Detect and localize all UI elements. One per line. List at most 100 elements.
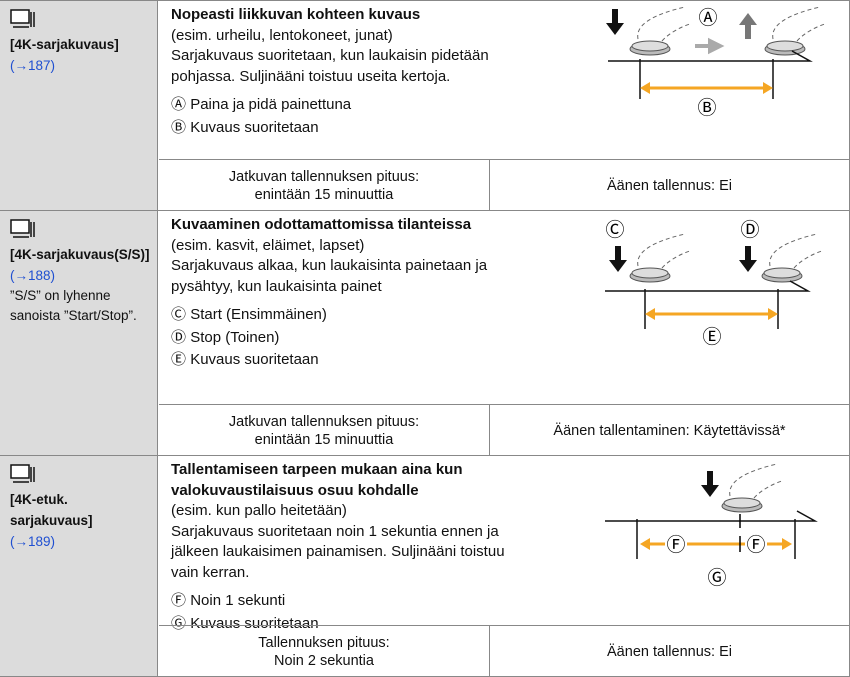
button-top <box>766 40 804 52</box>
mode-name: sarjakuvaus] <box>10 513 93 528</box>
page-ref: (→189) <box>10 534 56 549</box>
arrow <box>695 37 725 55</box>
label: Ⓖ <box>707 567 726 589</box>
table-row: [4K-sarjakuvaus] (→187) Nopeasti liikkuvan… <box>0 0 850 211</box>
label: Ⓕ <box>666 534 685 556</box>
footer: Tallennuksen pituus: Noin 2 sekuntia Äänen… <box>159 625 849 677</box>
label: Ⓒ <box>605 219 624 241</box>
item-text: Kuvaus suoritetaan <box>190 118 319 136</box>
table-row: [4K-sarjakuvaus(S/S)] (→188) ”S/S” on lyhe… <box>0 210 850 456</box>
footer-left: Jatkuvan tallennuksen pituus: enintään 15… <box>159 160 490 211</box>
label: Ⓑ <box>697 97 716 119</box>
marker: Ⓓ <box>171 328 187 346</box>
item-text: Kuvaus suoritetaan <box>190 614 319 632</box>
diagram: ⒶⒷ <box>606 6 826 119</box>
finger <box>637 233 691 269</box>
text-line: (esim. kun pallo heitetään) <box>171 502 347 519</box>
item-text: Stop (Toinen) <box>190 328 280 346</box>
footer-right: Äänen tallennus: Ei <box>490 160 849 211</box>
item-text: Noin 1 sekunti <box>190 592 286 609</box>
legend-item: Ⓕ Noin 1 sekunti <box>171 591 849 612</box>
text-line: (esim. urheilu, lentokoneet, junat) <box>171 26 393 44</box>
text-line: pysähtyy, kun laukaisinta painet <box>171 277 382 295</box>
heading: valokuvaustilaisuus osuu kohdalle <box>171 481 419 499</box>
text-line: Sarjakuvaus suoritetaan, kun laukaisin p… <box>171 47 489 64</box>
item-text: Start (Ensimmäinen) <box>190 306 327 323</box>
text-line: Sarjakuvaus alkaa, kun laukaisinta paine… <box>171 257 488 274</box>
icon-lines <box>13 222 35 238</box>
footer-line: Noin 2 sekuntia <box>274 652 374 669</box>
marker: Ⓒ <box>171 306 187 323</box>
arrow <box>609 246 627 272</box>
footer-line: Jatkuvan tallennuksen pituus: <box>228 168 420 185</box>
button-top <box>763 267 801 279</box>
mode-icon <box>10 219 35 238</box>
mode-cell: [4K-etuk. sarjakuvaus] (→189) <box>0 456 158 677</box>
footer: Jatkuvan tallennuksen pituus: enintään 15… <box>159 404 849 456</box>
mode-name: [4K-etuk. <box>10 492 68 507</box>
legend-item: Ⓐ Paina ja pidä painettuna <box>171 95 849 116</box>
note: ”S/S” on lyhenne <box>10 288 111 303</box>
description: Tallentamiseen tarpeen mukaan aina kun va… <box>159 456 849 634</box>
finger <box>769 233 823 269</box>
legend-item: Ⓑ Kuvaus suoritetaan <box>171 118 849 139</box>
label-bg <box>745 534 767 556</box>
page-ref: (→188) <box>10 268 56 283</box>
legend-item: Ⓓ Stop (Toinen) <box>171 328 849 349</box>
finger <box>772 6 826 42</box>
timeline <box>605 280 811 292</box>
icon-lines <box>13 467 35 483</box>
text-line: pohjassa. Suljinääni toistuu useita kert… <box>171 67 451 85</box>
description: Kuvaaminen odottamattomissa tilanteissa (… <box>159 211 849 371</box>
text-line: vain kerran. <box>171 563 250 581</box>
heading: Kuvaaminen odottamattomissa tilanteissa <box>171 216 472 233</box>
arrow <box>739 13 757 39</box>
marker: Ⓖ <box>171 614 187 632</box>
label-bg <box>665 534 687 556</box>
item-text: Paina ja pidä painettuna <box>190 96 352 113</box>
marker: Ⓔ <box>171 351 187 368</box>
label: Ⓐ <box>698 7 717 29</box>
legend-item: Ⓒ Start (Ensimmäinen) <box>171 305 849 326</box>
marker: Ⓑ <box>171 118 187 136</box>
footer-line: Äänen tallentaminen: Käytettävissä* <box>553 422 786 439</box>
icon-frame <box>10 9 30 24</box>
footer-line: Tallennuksen pituus: <box>258 634 390 651</box>
footer-right: Äänen tallennus: Ei <box>490 626 849 677</box>
marker: Ⓐ <box>171 96 187 113</box>
description: Nopeasti liikkuvan kohteen kuvaus (esim. … <box>159 1 849 138</box>
diagram: Ⓒ Ⓓ Ⓔ <box>605 219 823 348</box>
diagram: Ⓕ Ⓕ Ⓖ <box>605 463 818 589</box>
heading: Tallentamiseen tarpeen mukaan aina kun <box>171 461 463 478</box>
footer-line: Jatkuvan tallennuksen pituus: <box>228 413 420 430</box>
button-top <box>631 40 669 52</box>
text-line: Sarjakuvaus suoritetaan noin 1 sekuntia … <box>171 522 499 540</box>
footer-left: Jatkuvan tallennuksen pituus: enintään 15… <box>159 405 490 456</box>
button-top <box>723 497 761 509</box>
finger <box>637 6 691 42</box>
footer-line: Äänen tallennus: Ei <box>607 643 732 660</box>
arrow <box>701 471 719 497</box>
timeline <box>605 510 818 522</box>
footer-line: Äänen tallennus: Ei <box>607 177 732 194</box>
label: Ⓓ <box>740 219 759 241</box>
mode-name: [4K-sarjakuvaus] <box>10 37 119 52</box>
finger <box>729 463 783 499</box>
arrow <box>606 9 624 35</box>
marker: Ⓕ <box>171 592 187 609</box>
footer-line: enintään 15 minuuttia <box>254 431 394 448</box>
mode-cell: [4K-sarjakuvaus(S/S)] (→188) ”S/S” on lyhe… <box>0 211 158 456</box>
heading: Nopeasti liikkuvan kohteen kuvaus <box>171 6 421 23</box>
timeline <box>608 50 813 62</box>
legend-item: Ⓖ Kuvaus suoritetaan <box>171 614 849 635</box>
text-line: jälkeen laukaisimen painamisen. Suljinää… <box>171 543 505 560</box>
mode-cell: [4K-sarjakuvaus] (→187) <box>0 1 158 211</box>
footer-right: Äänen tallentaminen: Käytettävissä* <box>490 405 849 456</box>
note: sanoista ”Start/Stop”. <box>10 308 137 323</box>
footer-line: enintään 15 minuuttia <box>254 186 394 203</box>
table-row: [4K-etuk. sarjakuvaus] (→189) Tallentamisee… <box>0 455 850 677</box>
item-text: Kuvaus suoritetaan <box>190 351 319 368</box>
arrow <box>739 246 757 272</box>
button-top <box>631 267 669 279</box>
